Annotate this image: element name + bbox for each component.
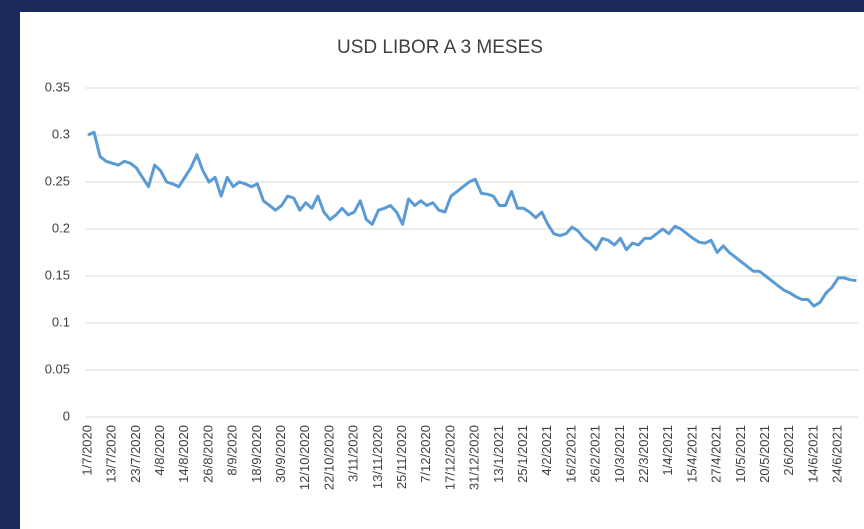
- x-tick-label: 12/10/2020: [297, 425, 312, 490]
- y-tick-label: 0.3: [52, 126, 70, 141]
- x-tick-label: 14/8/2020: [176, 425, 191, 483]
- x-tick-label: 24/6/2021: [830, 425, 845, 483]
- chart-title: USD LIBOR A 3 MESES: [337, 37, 543, 58]
- x-tick-label: 4/2/2021: [539, 425, 554, 476]
- x-tick-label: 8/9/2020: [225, 425, 240, 476]
- x-tick-label: 17/12/2020: [442, 425, 457, 490]
- x-tick-label: 26/8/2020: [200, 425, 215, 483]
- x-tick-label: 10/3/2021: [612, 425, 627, 483]
- x-tick-label: 16/2/2021: [563, 425, 578, 483]
- y-tick-label: 0.1: [52, 314, 70, 329]
- x-tick-label: 13/1/2021: [491, 425, 506, 483]
- chart-panel: [20, 12, 864, 529]
- x-tick-label: 23/7/2020: [128, 425, 143, 483]
- y-tick-label: 0.05: [45, 361, 70, 376]
- x-tick-label: 4/8/2020: [152, 425, 167, 476]
- x-tick-label: 14/6/2021: [805, 425, 820, 483]
- x-tick-label: 25/11/2020: [394, 425, 409, 489]
- x-tick-label: 2/6/2021: [781, 425, 796, 476]
- x-tick-label: 3/11/2020: [346, 425, 361, 482]
- x-tick-label: 13/11/2020: [370, 425, 385, 489]
- x-tick-label: 1/4/2021: [660, 425, 675, 476]
- x-tick-label: 22/10/2020: [321, 425, 336, 490]
- x-tick-label: 1/7/2020: [79, 425, 94, 476]
- y-tick-label: 0.2: [52, 220, 70, 235]
- x-tick-label: 18/9/2020: [249, 425, 264, 483]
- x-tick-label: 22/3/2021: [636, 425, 651, 483]
- y-tick-label: 0: [63, 408, 70, 423]
- x-tick-label: 30/9/2020: [273, 425, 288, 483]
- y-tick-label: 0.25: [45, 173, 70, 188]
- x-tick-label: 20/5/2021: [757, 425, 772, 483]
- x-tick-label: 31/12/2020: [467, 425, 482, 490]
- y-tick-label: 0.15: [45, 267, 70, 282]
- x-tick-label: 25/1/2021: [515, 425, 530, 483]
- x-tick-label: 13/7/2020: [104, 425, 119, 483]
- line-series: [87, 130, 857, 308]
- x-tick-label: 26/2/2021: [588, 425, 603, 483]
- x-tick-label: 27/4/2021: [709, 425, 724, 483]
- x-tick-label: 15/4/2021: [684, 425, 699, 483]
- x-tick-label: 10/5/2021: [733, 425, 748, 483]
- x-tick-label: 7/12/2020: [418, 425, 433, 483]
- y-tick-label: 0.35: [45, 79, 70, 94]
